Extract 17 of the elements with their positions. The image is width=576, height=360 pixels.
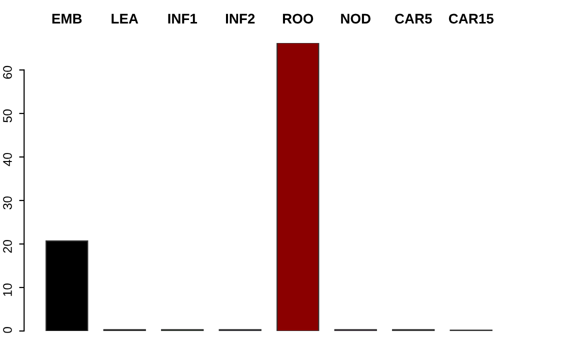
x-tick-label: INF1 xyxy=(168,14,198,24)
x-tick-label: EMB xyxy=(52,14,82,24)
x-tick-label: LEA xyxy=(112,14,138,24)
x-tick-label: CAR5 xyxy=(395,14,432,24)
x-tick-label: NOD xyxy=(341,14,370,24)
bar xyxy=(276,43,320,331)
y-tick-label: 40 xyxy=(3,152,12,166)
y-tick-label: 60 xyxy=(3,66,12,79)
x-tick-label: CAR15 xyxy=(448,14,494,24)
x-tick-label: ROO xyxy=(282,14,314,24)
x-tick-label: INF2 xyxy=(226,14,255,24)
y-tick-label: 20 xyxy=(3,240,12,253)
y-tick-label: 0 xyxy=(3,326,12,333)
y-tick-label: 50 xyxy=(3,109,12,122)
bar xyxy=(46,240,88,331)
y-tick-label: 30 xyxy=(3,196,12,210)
y-tick-label: 10 xyxy=(3,283,12,296)
